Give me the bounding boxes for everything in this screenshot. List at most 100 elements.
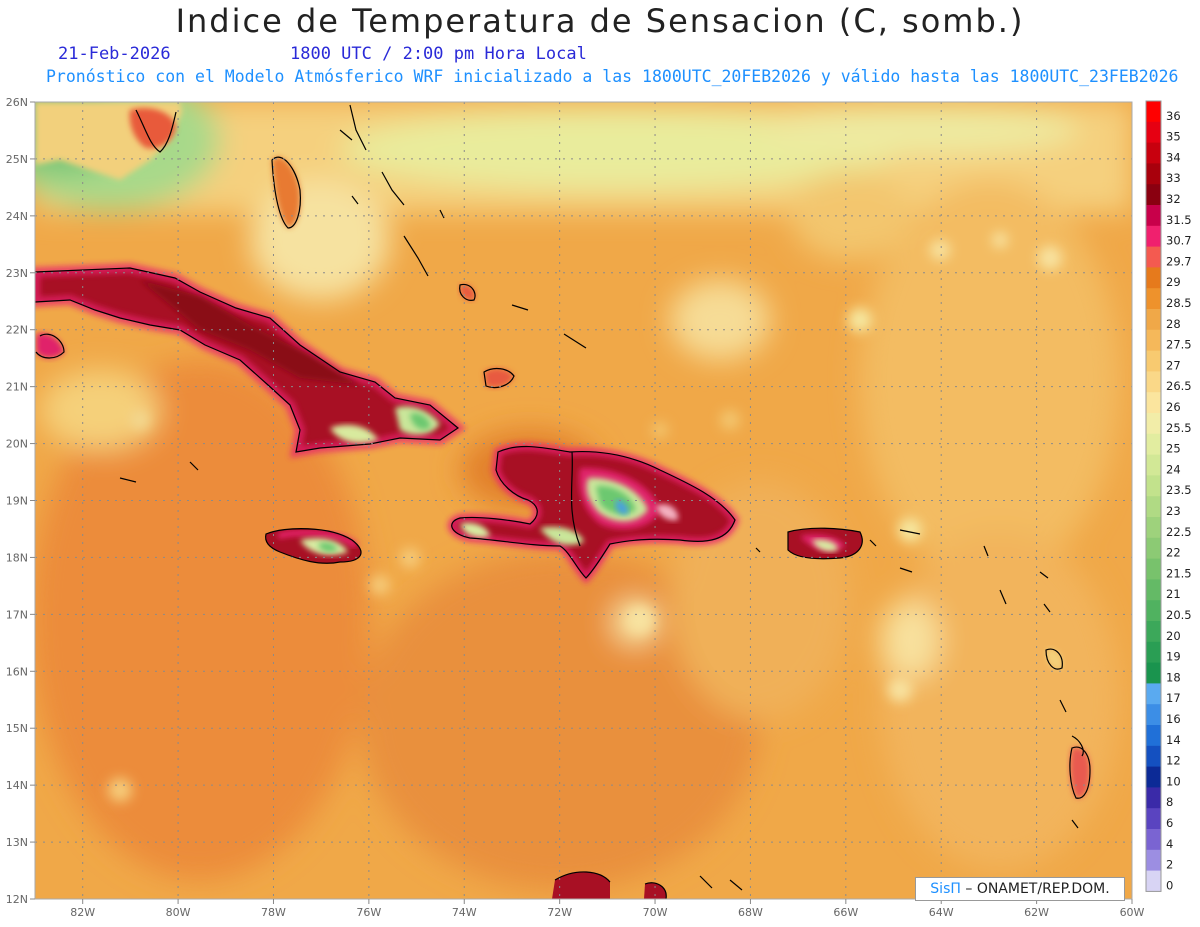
legend-label: 23.5 [1166, 483, 1192, 497]
lat-label: 15N [6, 722, 28, 735]
forecast-time: 1800 UTC / 2:00 pm Hora Local [290, 44, 587, 64]
legend-label: 28.5 [1166, 296, 1192, 310]
legend-swatch [1146, 288, 1161, 310]
lat-label: 20N [6, 438, 28, 451]
legend-label: 26 [1166, 400, 1181, 414]
lat-label: 16N [6, 665, 28, 678]
legend-label: 29 [1166, 275, 1181, 289]
venezuela-coast [644, 882, 667, 899]
legend-label: 12 [1166, 754, 1181, 768]
florida-hot-spot [129, 107, 176, 149]
legend-label: 36 [1166, 109, 1181, 123]
lon-label: 72W [547, 906, 572, 919]
legend-swatch [1146, 683, 1161, 705]
legend-label: 0 [1166, 878, 1173, 892]
lat-label: 14N [6, 779, 28, 792]
lat-label: 25N [6, 153, 28, 166]
legend-label: 17 [1166, 691, 1181, 705]
legend-label: 16 [1166, 712, 1181, 726]
puerto-rico-land [788, 528, 863, 559]
legend-swatch [1146, 870, 1161, 892]
legend-swatch [1146, 808, 1161, 830]
lon-label: 66W [833, 906, 858, 919]
coastlines [35, 104, 1091, 899]
legend-swatch [1146, 413, 1161, 435]
lat-label: 21N [6, 381, 28, 394]
legend-swatch [1146, 496, 1161, 518]
legend-label: 18 [1166, 670, 1181, 684]
map-grid [35, 102, 1132, 899]
legend-label: 28 [1166, 317, 1181, 331]
legend-swatch [1146, 329, 1161, 352]
legend-swatch [1146, 309, 1161, 331]
legend-swatch [1146, 579, 1161, 601]
lon-label: 68W [738, 906, 763, 919]
legend-swatch [1146, 142, 1161, 164]
legend-label: 4 [1166, 837, 1173, 851]
lat-label: 24N [6, 210, 28, 223]
legend-swatch [1146, 558, 1161, 580]
legend-swatch [1146, 454, 1161, 476]
legend-swatch [1146, 184, 1161, 206]
legend-swatch [1146, 704, 1161, 726]
legend-swatch [1146, 225, 1161, 248]
legend-label: 34 [1166, 150, 1181, 164]
legend-label: 27 [1166, 358, 1181, 372]
legend-label: 21.5 [1166, 566, 1192, 580]
legend-swatch [1146, 163, 1161, 185]
legend-label: 20 [1166, 629, 1181, 643]
legend-swatch [1146, 621, 1161, 643]
lon-label: 64W [929, 906, 954, 919]
legend-swatch [1146, 433, 1161, 456]
inagua-south-island [484, 368, 514, 388]
paraguana-land [552, 871, 610, 899]
credit-org: ONAMET/REP.DOM. [976, 881, 1110, 897]
legend-swatch [1146, 475, 1161, 497]
legend-label: 35 [1166, 130, 1181, 144]
legend-label: 31.5 [1166, 213, 1192, 227]
legend-label: 24 [1166, 462, 1181, 476]
legend-label: 25 [1166, 442, 1181, 456]
inagua-island [459, 284, 476, 301]
legend-label: 2 [1166, 858, 1173, 872]
legend-swatch [1146, 392, 1161, 414]
map-title: Indice de Temperatura de Sensacion (C, s… [175, 2, 1025, 40]
legend-frame [1145, 100, 1162, 892]
legend-swatch [1146, 246, 1161, 268]
lat-label: 13N [6, 836, 28, 849]
legend-swatch [1146, 641, 1161, 664]
legend-swatch [1146, 267, 1161, 289]
forecast-date: 21-Feb-2026 [58, 44, 171, 64]
legend-swatch [1146, 766, 1161, 788]
legend-label: 23 [1166, 504, 1181, 518]
legend-swatch [1146, 745, 1161, 768]
lon-label: 78W [261, 906, 286, 919]
legend-label: 14 [1166, 733, 1181, 747]
credit-separator: – [965, 881, 973, 897]
lon-label: 74W [452, 906, 477, 919]
lat-label: 23N [6, 267, 28, 280]
lon-label: 82W [70, 906, 95, 919]
lat-label: 17N [6, 608, 28, 621]
legend-swatch [1146, 600, 1161, 622]
legend-label: 33 [1166, 171, 1181, 185]
legend-label: 30.7 [1166, 234, 1192, 248]
legend-swatch [1146, 101, 1161, 123]
legend-label: 10 [1166, 774, 1181, 788]
legend-label: 32 [1166, 192, 1181, 206]
legend-swatch [1146, 517, 1161, 539]
lat-label: 19N [6, 495, 28, 508]
legend-label: 26.5 [1166, 379, 1192, 393]
forecast-description: Pronóstico con el Modelo Atmósferico WRF… [46, 67, 1179, 86]
legend-swatch [1146, 371, 1161, 393]
credit-brand: SisΠ [930, 881, 961, 897]
legend-swatch [1146, 350, 1161, 372]
legend-label: 27.5 [1166, 338, 1192, 352]
legend-swatch [1146, 787, 1161, 809]
color-legend: 363534333231.530.729.72928.52827.52726.5… [1145, 100, 1192, 892]
credit-box: SisΠ – ONAMET/REP.DOM. [915, 877, 1125, 901]
latitude-labels: 26N 25N 24N 23N 22N 21N 20N 19N 18N 17N 16N 15N 14N 1… [6, 96, 35, 906]
legend-label: 25.5 [1166, 421, 1192, 435]
lat-label: 18N [6, 551, 28, 564]
